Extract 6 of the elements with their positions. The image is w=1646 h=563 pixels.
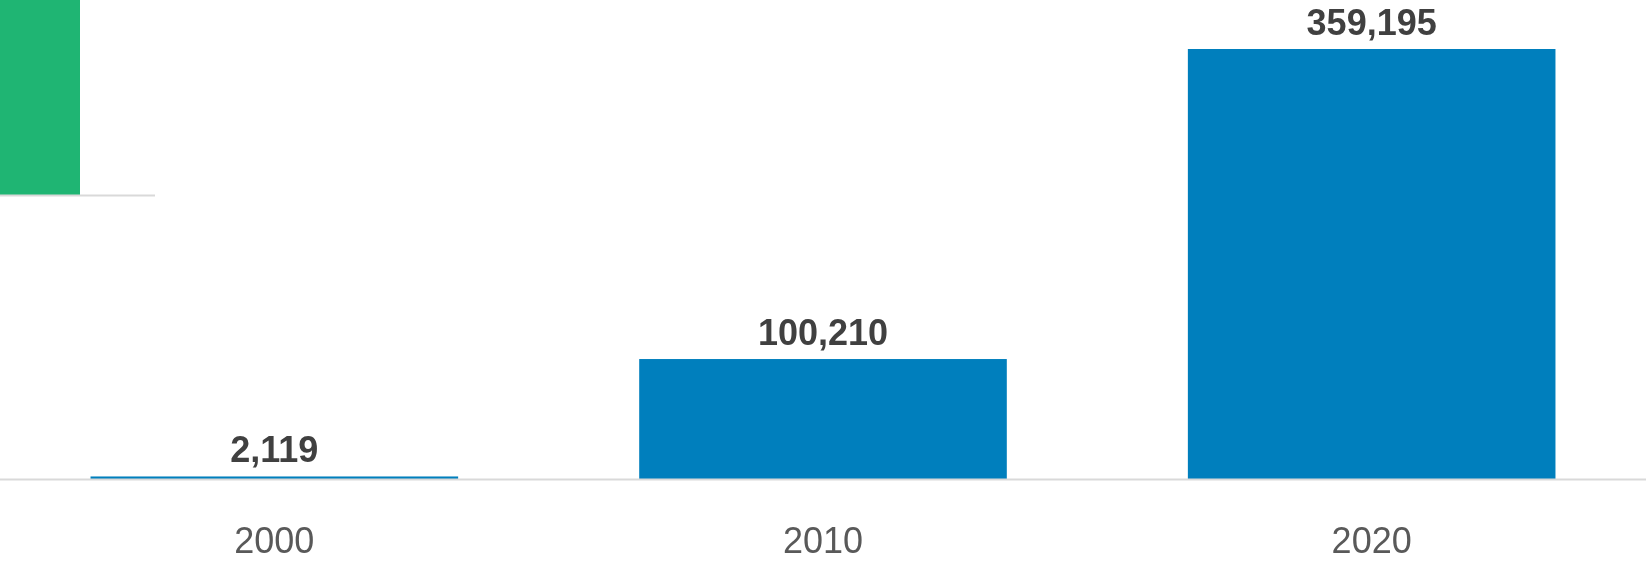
data-label: 100,210	[757, 312, 889, 354]
data-label: 2,119	[230, 429, 319, 471]
data-label: 359,195	[1306, 2, 1437, 43]
x-tick-label: 2020	[1331, 520, 1412, 561]
x-tick-label: 2010	[782, 520, 864, 561]
x-tick-label: 2000	[234, 520, 315, 561]
